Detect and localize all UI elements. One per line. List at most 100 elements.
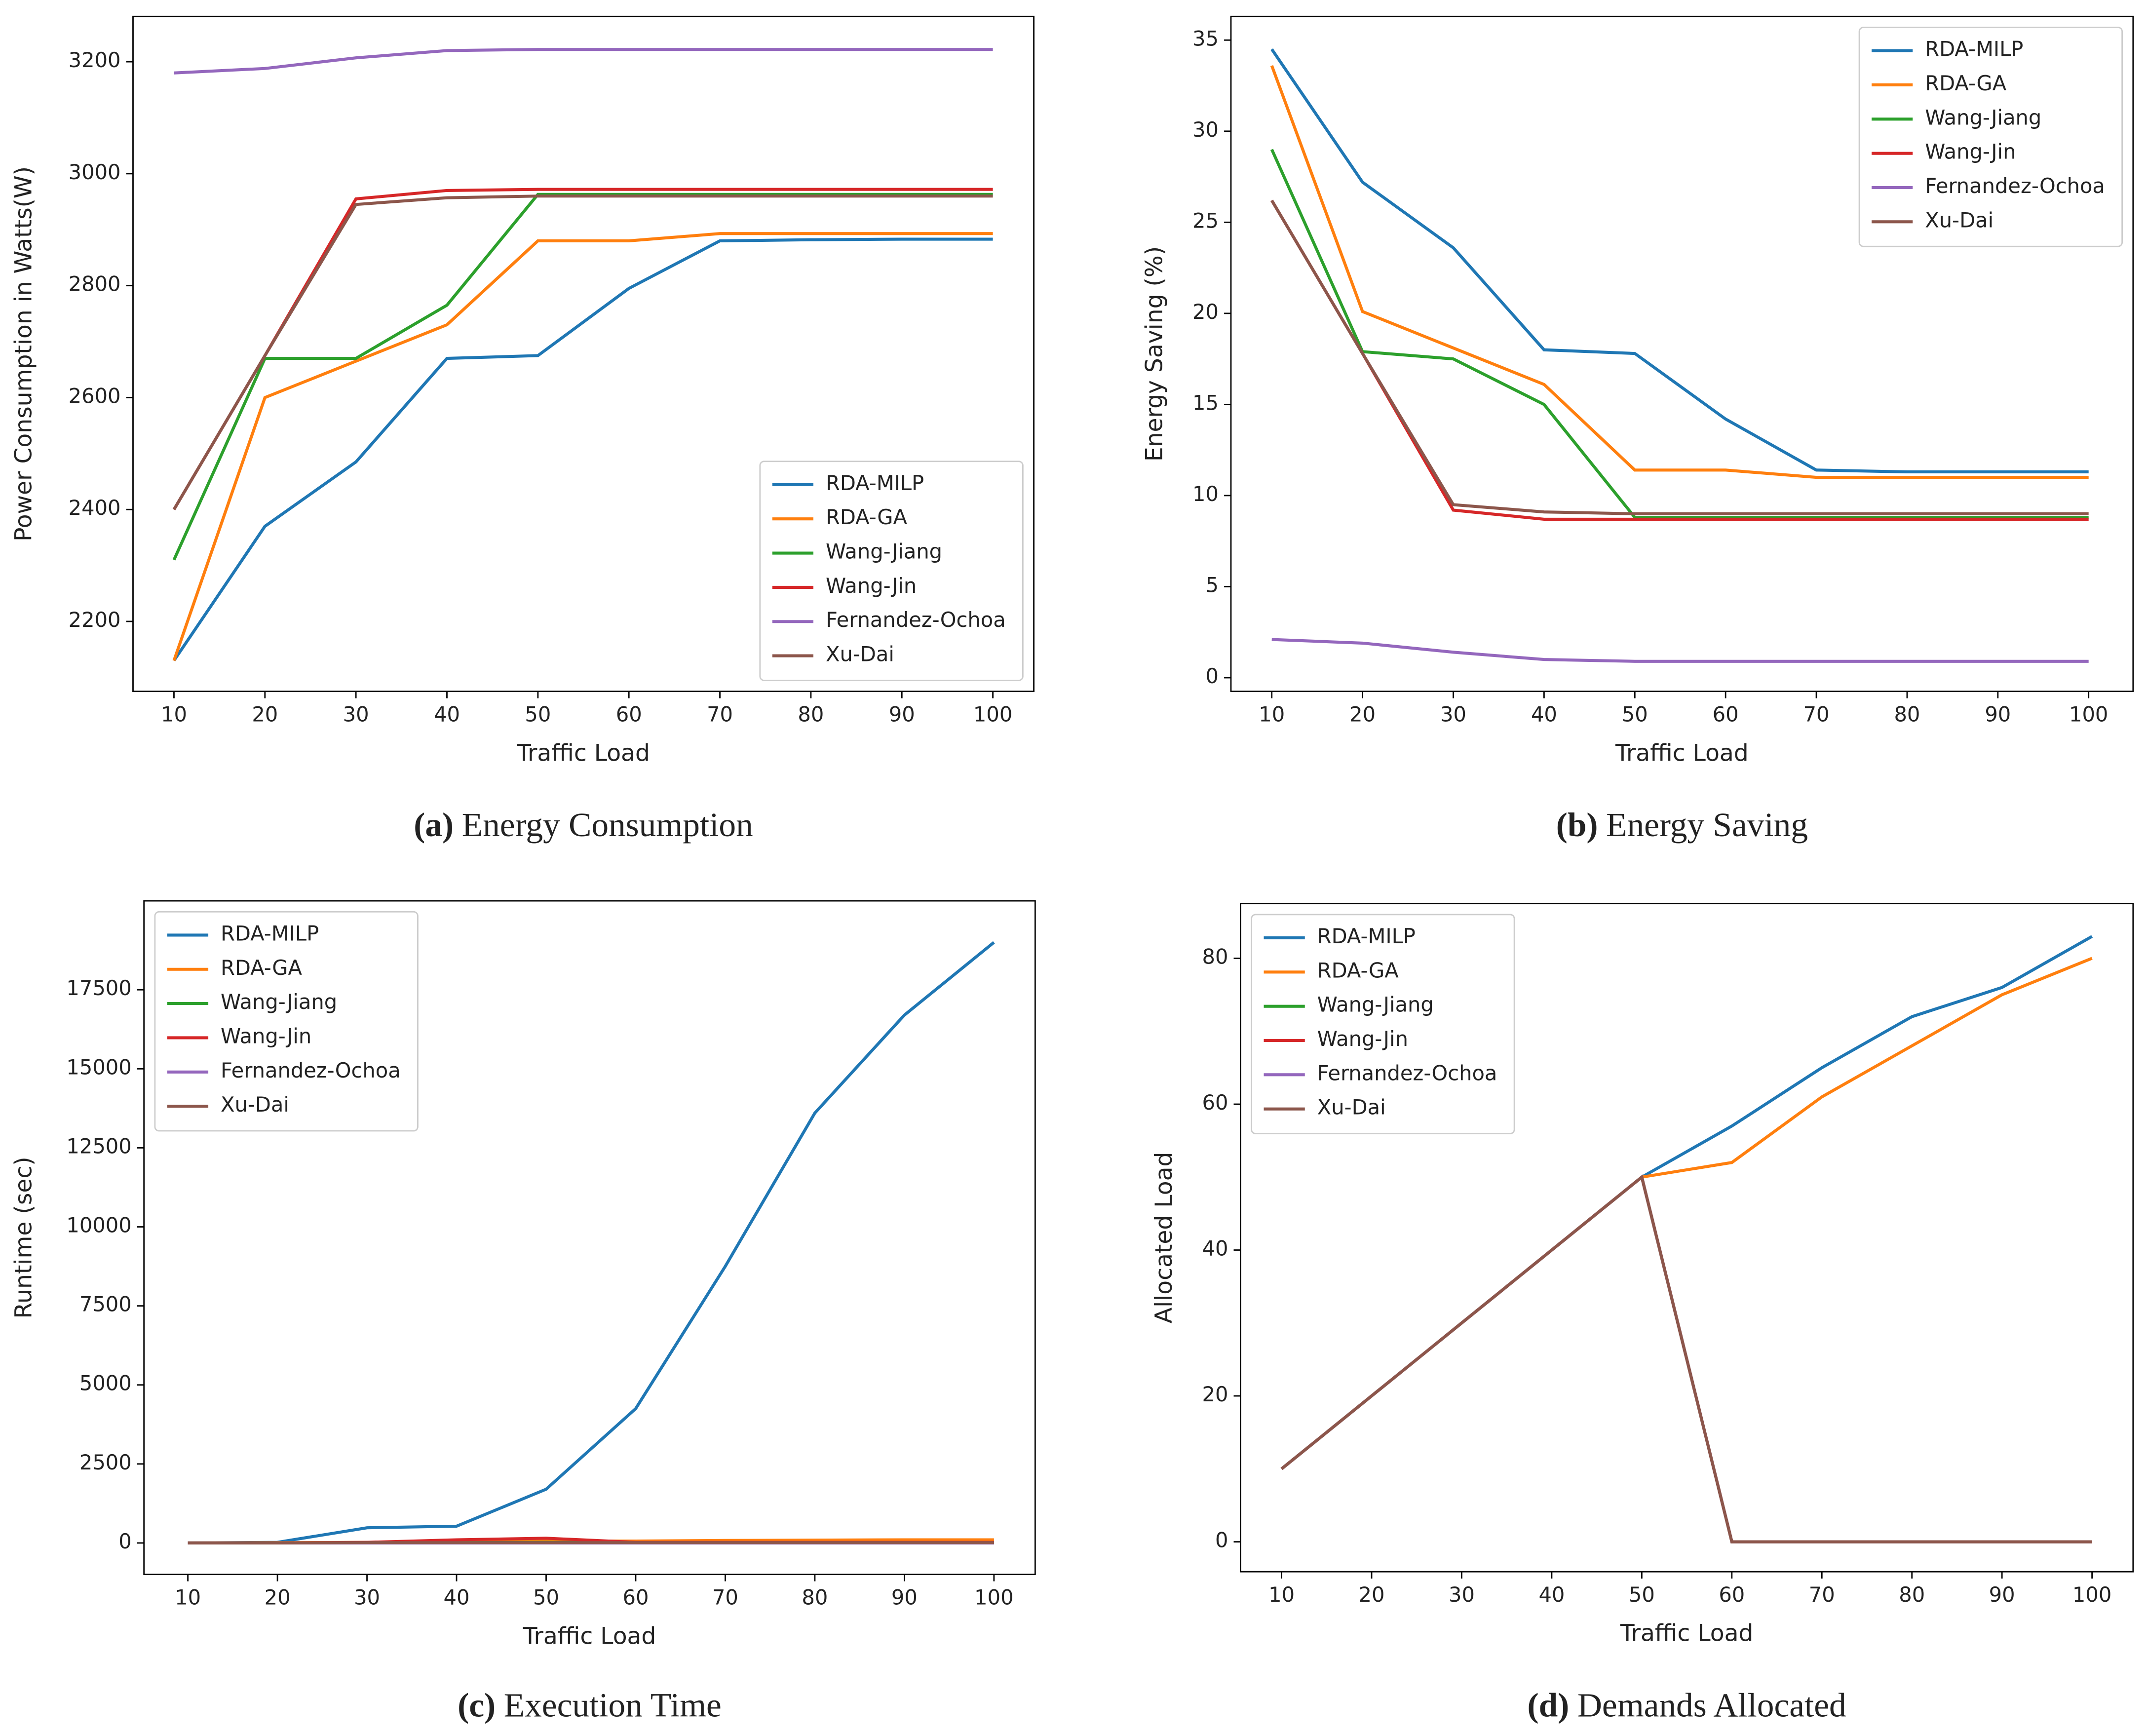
legend-label: Xu-Dai: [221, 1092, 289, 1117]
y-tick-label: 2200: [69, 608, 121, 632]
legend-label: Wang-Jiang: [1317, 993, 1434, 1017]
y-tick-label: 60: [1202, 1090, 1228, 1115]
x-tick-label: 30: [1449, 1582, 1475, 1607]
x-tick-label: 80: [798, 702, 824, 727]
legend-label: RDA-MILP: [1317, 924, 1416, 948]
x-tick-label: 20: [1359, 1582, 1385, 1607]
caption-label: (a): [414, 806, 454, 844]
legend-box: [1858, 27, 2123, 247]
caption-text: Energy Consumption: [462, 806, 753, 844]
legend-label: RDA-GA: [221, 956, 302, 980]
caption-label: (c): [458, 1686, 496, 1724]
legend: RDA-MILP RDA-GA Wang-Jiang Wang-Jin Fernande…: [759, 461, 1024, 681]
y-tick-label: 30: [1192, 117, 1219, 142]
legend-label: RDA-MILP: [1925, 37, 2023, 61]
legend-label: Fernandez-Ochoa: [221, 1058, 401, 1082]
x-tick-label: 50: [533, 1585, 559, 1610]
series-line: [1270, 149, 2089, 519]
x-tick-label: 50: [525, 702, 551, 727]
y-tick-label: 40: [1202, 1236, 1228, 1261]
y-axis-label: Power Consumption in Watts(W): [10, 166, 37, 541]
legend-label: Wang-Jin: [1317, 1027, 1408, 1051]
x-axis-label: Traffic Load: [1620, 1620, 1754, 1647]
y-tick-label: 20: [1202, 1382, 1228, 1406]
subplot: 0 20 40 60 80 10 20 30 40 50 60 70 80 90 100 Traffic Lo…: [1150, 903, 2134, 1724]
x-axis-label: Traffic Load: [516, 739, 650, 767]
series-line: [1270, 199, 2089, 515]
y-tick-label: 80: [1202, 944, 1228, 968]
x-tick-label: 40: [1531, 702, 1557, 727]
x-axis-label: Traffic Load: [523, 1622, 656, 1650]
legend-label: Wang-Jiang: [221, 990, 337, 1014]
series-line: [188, 941, 995, 1544]
x-tick-label: 90: [889, 702, 915, 727]
y-tick-label: 5: [1206, 573, 1219, 597]
x-tick-label: 90: [1985, 702, 2011, 727]
y-axis-label: Allocated Load: [1150, 1152, 1178, 1324]
x-tick-label: 60: [1713, 702, 1739, 727]
x-tick-label: 50: [1622, 702, 1648, 727]
x-tick-label: 30: [343, 702, 369, 727]
series-line: [172, 193, 993, 561]
x-tick-label: 10: [175, 1585, 201, 1610]
caption: (c) Execution Time: [458, 1686, 722, 1724]
caption: (b) Energy Saving: [1556, 806, 1808, 844]
series-line: [172, 194, 993, 510]
y-tick-label: 2500: [79, 1450, 132, 1474]
x-tick-label: 30: [354, 1585, 380, 1610]
y-tick-label: 10000: [66, 1213, 131, 1237]
x-tick-label: 50: [1629, 1582, 1655, 1607]
y-tick-label: 35: [1192, 26, 1219, 50]
y-tick-label: 0: [118, 1529, 131, 1553]
series-line: [172, 237, 993, 662]
x-tick-label: 10: [161, 702, 187, 727]
x-tick-label: 60: [623, 1585, 649, 1610]
plot-frame: [1239, 903, 2134, 1573]
subplot: 0 5 10 15 20 25 30 35 10 20 30 40 50 60 70 80 90 100 Traff…: [1141, 15, 2134, 844]
legend-label: RDA-MILP: [826, 471, 924, 495]
y-axis-label: Energy Saving (%): [1141, 246, 1168, 462]
x-tick-label: 80: [802, 1585, 828, 1610]
legend-label: Xu-Dai: [826, 642, 894, 666]
legend-label: Wang-Jin: [826, 574, 917, 598]
x-tick-label: 30: [1440, 702, 1466, 727]
x-tick-label: 100: [973, 702, 1012, 727]
legend-label: Xu-Dai: [1317, 1095, 1386, 1119]
series-line: [1270, 65, 2089, 479]
y-tick-label: 20: [1192, 300, 1219, 324]
subplot: 2200 2400 2600 2800 3000 3200 10 20 30 40 50 60 70 80…: [10, 15, 1035, 844]
series-line: [172, 232, 993, 661]
legend-label: Xu-Dai: [1925, 208, 1994, 232]
y-axis-label: Runtime (sec): [10, 1157, 37, 1318]
legend-label: Wang-Jiang: [826, 540, 942, 564]
y-tick-label: 2800: [69, 272, 121, 296]
series-line: [1271, 638, 2089, 663]
legend-label: RDA-GA: [826, 505, 907, 529]
legend-label: Wang-Jin: [1925, 140, 2016, 164]
legend-box: [154, 911, 419, 1132]
plot-frame: [143, 900, 1036, 1576]
legend-label: Fernandez-Ochoa: [826, 608, 1006, 632]
x-tick-label: 100: [2072, 1582, 2111, 1607]
series-line: [174, 48, 993, 75]
plot-frame: [1230, 15, 2134, 693]
caption-label: (d): [1527, 1686, 1569, 1724]
x-tick-label: 70: [712, 1585, 738, 1610]
x-tick-label: 20: [252, 702, 278, 727]
legend-label: Fernandez-Ochoa: [1317, 1061, 1497, 1085]
x-tick-label: 40: [444, 1585, 470, 1610]
caption-text: Energy Saving: [1606, 806, 1808, 844]
legend: RDA-MILP RDA-GA Wang-Jiang Wang-Jin Fernande…: [1858, 27, 2123, 247]
x-axis-label: Traffic Load: [1615, 739, 1749, 767]
x-tick-label: 100: [974, 1585, 1013, 1610]
caption: (d) Demands Allocated: [1527, 1686, 1846, 1724]
x-tick-label: 70: [707, 702, 733, 727]
legend-box: [759, 461, 1024, 681]
x-tick-label: 40: [1538, 1582, 1565, 1607]
legend-label: RDA-MILP: [221, 921, 319, 945]
x-tick-label: 90: [891, 1585, 918, 1610]
y-tick-label: 17500: [66, 976, 131, 1000]
x-tick-label: 90: [1989, 1582, 2015, 1607]
subplot: 0 2500 5000 7500 10000 12500 15000 17500 10 20 30 4…: [10, 900, 1036, 1724]
x-tick-label: 100: [2069, 702, 2108, 727]
